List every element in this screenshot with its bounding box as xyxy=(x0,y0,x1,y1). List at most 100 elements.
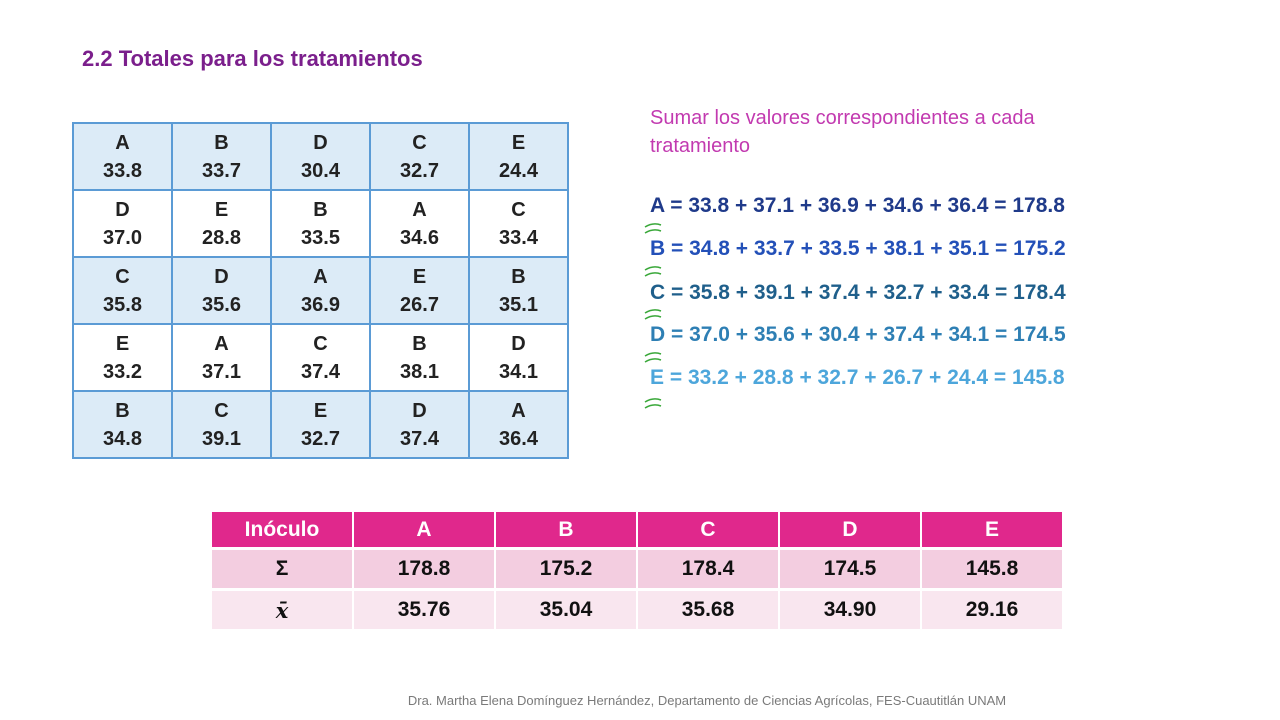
treatment-letter: E xyxy=(511,131,526,154)
cell-value: 35.8 xyxy=(103,293,142,316)
summary-sum-row: Σ 178.8 175.2 178.4 174.5 145.8 xyxy=(212,550,1062,588)
cell-value: 33.2 xyxy=(103,360,142,383)
sum-line-e: E = 33.2 + 28.8 + 32.7 + 26.7 + 24.4 = 1… xyxy=(650,366,1065,389)
treatment-letter: C xyxy=(511,198,526,221)
summary-table: Inóculo A B C D E Σ 178.8 175.2 178.4 17… xyxy=(210,509,1064,632)
cell-value: 34.6 xyxy=(400,226,439,249)
table-cell: 34.90 xyxy=(780,591,920,629)
instruction-text: Sumar los valores correspondientes a cad… xyxy=(650,107,1035,157)
handwritten-mark xyxy=(643,396,663,410)
grid-cell: C 33.4 xyxy=(468,189,569,258)
sum-line-c: C = 35.8 + 39.1 + 37.4 + 32.7 + 33.4 = 1… xyxy=(650,281,1066,304)
cell-value: 24.4 xyxy=(499,159,538,182)
treatment-letter: D xyxy=(511,332,526,355)
cell-value: 34.1 xyxy=(499,360,538,383)
handwritten-mark xyxy=(643,221,663,235)
slide-title: 2.2 Totales para los tratamientos xyxy=(82,46,423,71)
treatment-letter: B xyxy=(511,265,526,288)
table-cell: 35.76 xyxy=(354,591,494,629)
grid-cell: E 32.7 xyxy=(270,390,371,459)
table-cell: 145.8 xyxy=(922,550,1062,588)
handwritten-mark xyxy=(643,307,663,321)
grid-cell: C 37.4 xyxy=(270,323,371,392)
treatment-letter: A xyxy=(115,131,130,154)
cell-value: 33.7 xyxy=(202,159,241,182)
treatment-letter: A xyxy=(214,332,229,355)
cell-value: 39.1 xyxy=(202,427,241,450)
sum-line-d: D = 37.0 + 35.6 + 30.4 + 37.4 + 34.1 = 1… xyxy=(650,323,1066,346)
handwritten-mark xyxy=(643,264,663,278)
treatment-letter: E xyxy=(313,399,328,422)
cell-value: 37.1 xyxy=(202,360,241,383)
grid-cell: D 34.1 xyxy=(468,323,569,392)
summary-header-cell: B xyxy=(496,512,636,547)
treatment-letter: A xyxy=(511,399,526,422)
table-cell: 175.2 xyxy=(496,550,636,588)
grid-cell: A 34.6 xyxy=(369,189,470,258)
grid-cell: A 37.1 xyxy=(171,323,272,392)
grid-row: D 37.0 E 28.8 B 33.5 A 34.6 C 33.4 xyxy=(72,189,569,258)
treatment-letter: A xyxy=(313,265,328,288)
grid-row: E 33.2 A 37.1 C 37.4 B 38.1 D 34.1 xyxy=(72,323,569,392)
grid-cell: E 33.2 xyxy=(72,323,173,392)
table-cell: 174.5 xyxy=(780,550,920,588)
treatment-letter: D xyxy=(313,131,328,154)
mean-symbol: x̄ xyxy=(212,591,352,629)
grid-cell: E 28.8 xyxy=(171,189,272,258)
table-cell: 35.04 xyxy=(496,591,636,629)
treatment-letter: C xyxy=(115,265,130,288)
treatment-letter: B xyxy=(313,198,328,221)
grid-cell: D 35.6 xyxy=(171,256,272,325)
cell-value: 35.1 xyxy=(499,293,538,316)
grid-cell: A 36.9 xyxy=(270,256,371,325)
grid-cell: D 37.0 xyxy=(72,189,173,258)
treatment-letter: E xyxy=(412,265,427,288)
grid-cell: B 34.8 xyxy=(72,390,173,459)
table-cell: 35.68 xyxy=(638,591,778,629)
sum-line-b: B = 34.8 + 33.7 + 33.5 + 38.1 + 35.1 = 1… xyxy=(650,237,1066,260)
cell-value: 28.8 xyxy=(202,226,241,249)
cell-value: 33.8 xyxy=(103,159,142,182)
grid-cell: E 26.7 xyxy=(369,256,470,325)
grid-cell: B 35.1 xyxy=(468,256,569,325)
table-cell: 178.4 xyxy=(638,550,778,588)
grid-row: C 35.8 D 35.6 A 36.9 E 26.7 B 35.1 xyxy=(72,256,569,325)
sum-line-a: A = 33.8 + 37.1 + 36.9 + 34.6 + 36.4 = 1… xyxy=(650,194,1065,217)
grid-row: B 34.8 C 39.1 E 32.7 D 37.4 A 36.4 xyxy=(72,390,569,459)
treatment-letter: A xyxy=(412,198,427,221)
grid-cell: C 32.7 xyxy=(369,122,470,191)
grid-cell: D 37.4 xyxy=(369,390,470,459)
treatment-letter: B xyxy=(412,332,427,355)
grid-cell: C 35.8 xyxy=(72,256,173,325)
cell-value: 37.4 xyxy=(400,427,439,450)
summary-header-row: Inóculo A B C D E xyxy=(212,512,1062,547)
cell-value: 34.8 xyxy=(103,427,142,450)
treatment-letter: E xyxy=(115,332,130,355)
cell-value: 32.7 xyxy=(400,159,439,182)
grid-cell: B 33.7 xyxy=(171,122,272,191)
sum-symbol: Σ xyxy=(212,550,352,588)
summary-header-cell: C xyxy=(638,512,778,547)
handwritten-mark xyxy=(643,350,663,364)
cell-value: 30.4 xyxy=(301,159,340,182)
cell-value: 35.6 xyxy=(202,293,241,316)
grid-cell: A 33.8 xyxy=(72,122,173,191)
summary-mean-row: x̄ 35.76 35.04 35.68 34.90 29.16 xyxy=(212,591,1062,629)
cell-value: 37.4 xyxy=(301,360,340,383)
cell-value: 26.7 xyxy=(400,293,439,316)
table-cell: 29.16 xyxy=(922,591,1062,629)
grid-row: A 33.8 B 33.7 D 30.4 C 32.7 E 24.4 xyxy=(72,122,569,191)
footer-credit: Dra. Martha Elena Domínguez Hernández, D… xyxy=(407,693,1007,708)
summary-header-cell: Inóculo xyxy=(212,512,352,547)
grid-cell: A 36.4 xyxy=(468,390,569,459)
cell-value: 33.4 xyxy=(499,226,538,249)
grid-cell: B 33.5 xyxy=(270,189,371,258)
grid-cell: C 39.1 xyxy=(171,390,272,459)
treatment-letter: C xyxy=(412,131,427,154)
grid-cell: E 24.4 xyxy=(468,122,569,191)
cell-value: 33.5 xyxy=(301,226,340,249)
table-cell: 178.8 xyxy=(354,550,494,588)
cell-value: 36.4 xyxy=(499,427,538,450)
treatment-letter: D xyxy=(412,399,427,422)
treatment-letter: C xyxy=(214,399,229,422)
